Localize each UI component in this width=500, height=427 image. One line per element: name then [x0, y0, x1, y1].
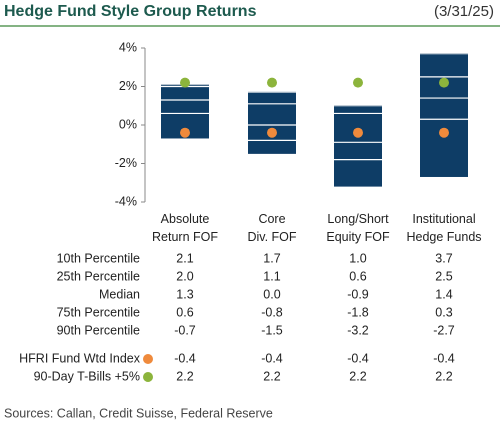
chart-date: (3/31/25)	[434, 3, 494, 20]
x-tick-label: Core Div. FOF	[247, 212, 296, 244]
range-bar	[420, 53, 468, 177]
cell: 1.3	[176, 287, 193, 301]
cell: 0.6	[349, 269, 366, 283]
cell: -0.4	[261, 351, 283, 365]
legend-label: HFRI Fund Wtd Index	[19, 351, 141, 365]
legend-marker	[143, 372, 153, 382]
row-label: 75th Percentile	[57, 305, 140, 319]
cell: 2.2	[435, 369, 452, 383]
marker	[353, 77, 363, 88]
cell: 1.1	[263, 269, 280, 283]
cell: -1.8	[347, 305, 369, 319]
legend-label: 90-Day T-Bills +5%	[34, 369, 140, 383]
cell: -0.4	[433, 351, 455, 365]
marker	[180, 77, 190, 88]
range-bar	[248, 92, 296, 154]
cell: -1.5	[261, 323, 283, 337]
row-label: 10th Percentile	[57, 251, 140, 265]
y-tick-label: -4%	[115, 194, 137, 208]
marker	[180, 127, 190, 138]
marker	[439, 77, 449, 88]
cell: -3.2	[347, 323, 369, 337]
row-label: 90th Percentile	[57, 323, 140, 337]
cell: 0.0	[263, 287, 280, 301]
marker	[267, 77, 277, 88]
cell: -2.7	[433, 323, 455, 337]
cell: 0.3	[435, 305, 452, 319]
cell: -0.9	[347, 287, 369, 301]
x-tick-label: Long/Short Equity FOF	[326, 212, 390, 244]
chart-title: Hedge Fund Style Group Returns	[4, 3, 257, 20]
y-tick-label: 4%	[119, 40, 137, 54]
cell: 2.2	[263, 369, 280, 383]
row-label: 25th Percentile	[57, 269, 140, 283]
cell: -0.7	[174, 323, 196, 337]
x-tick-label: Institutional Hedge Funds	[406, 212, 481, 244]
cell: 2.2	[349, 369, 366, 383]
cell: 2.0	[176, 269, 193, 283]
y-tick-label: 0%	[119, 117, 137, 131]
legend-marker	[143, 354, 153, 364]
marker	[267, 127, 277, 138]
cell: 1.7	[263, 251, 280, 265]
source: Sources: Callan, Credit Suisse, Federal …	[4, 406, 273, 420]
marker	[439, 127, 449, 138]
range-bar	[334, 105, 382, 187]
cell: 2.1	[176, 251, 193, 265]
y-tick-label: 2%	[119, 79, 137, 93]
marker	[353, 127, 363, 138]
cell: 1.0	[349, 251, 366, 265]
row-label: Median	[99, 287, 140, 301]
cell: 2.5	[435, 269, 452, 283]
x-tick-label: Absolute Return FOF	[152, 212, 218, 244]
cell: 2.2	[176, 369, 193, 383]
cell: 3.7	[435, 251, 452, 265]
cell: -0.4	[347, 351, 369, 365]
y-tick-label: -2%	[115, 156, 137, 170]
cell: 1.4	[435, 287, 452, 301]
cell: 0.6	[176, 305, 193, 319]
cell: -0.4	[174, 351, 196, 365]
cell: -0.8	[261, 305, 283, 319]
